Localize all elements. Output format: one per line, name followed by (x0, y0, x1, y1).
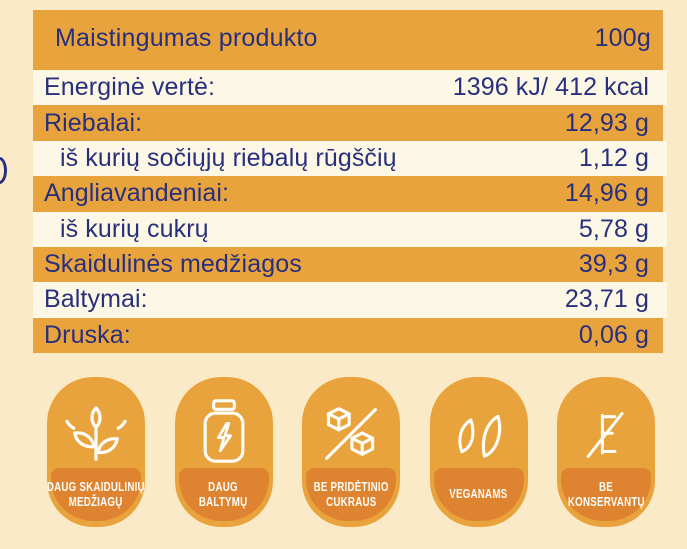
badge-label-line: DAUG (208, 479, 239, 494)
nutrition-rows: Energinė vertė: 1396 kJ/ 412 kcal Riebal… (33, 70, 667, 353)
row-value: 12,93 g (564, 108, 649, 137)
edge-glyph-fragment (0, 157, 7, 184)
table-row: iš kurių sočiųjų riebalų rūgščių 1,12 g (33, 140, 667, 177)
table-row: Angliavandeniai: 14,96 g (33, 176, 663, 211)
protein-jar-icon (175, 377, 273, 468)
row-value: 39,3 g (578, 250, 649, 279)
badge-label: DAUG SKAIDULINIŲ MEDŽIAGŲ (47, 468, 145, 521)
badge-label-line: BE (598, 479, 614, 494)
badge-label-line: VEGANAMS (449, 487, 508, 501)
vegan-leaves-icon (430, 377, 528, 468)
badge: VEGANAMS (429, 377, 528, 527)
row-value: 0,06 g (578, 320, 649, 349)
badge-label: BE PRIDĖTINIO CUKRAUS (306, 468, 396, 521)
row-label: Druska: (44, 320, 131, 349)
no-sugar-cubes-icon (302, 377, 400, 468)
badges-row: DAUG SKAIDULINIŲ MEDŽIAGŲ DAUG BALTYMŲ BE … (47, 377, 655, 527)
table-row: Skaidulinės medžiagos 39,3 g (33, 247, 663, 282)
table-row: iš kurių cukrų 5,78 g (33, 211, 667, 247)
row-value: 1,12 g (578, 143, 649, 172)
row-value: 1396 kJ/ 412 kcal (452, 73, 649, 102)
no-e-preservatives-icon (557, 377, 655, 468)
nutrition-panel: Maistingumas produkto 100g Energinė vert… (33, 10, 667, 353)
badge-label-line: BALTYMŲ (199, 494, 248, 509)
nutrition-header: Maistingumas produkto 100g (33, 10, 663, 70)
badge-label-line: BE PRIDĖTINIO (313, 479, 389, 494)
header-title: Maistingumas produkto (55, 23, 318, 52)
row-value: 5,78 g (578, 214, 649, 243)
badge: DAUG BALTYMŲ (174, 377, 273, 527)
row-label: Riebalai: (44, 108, 143, 137)
row-label: Baltymai: (44, 285, 148, 314)
badge-label-line: MEDŽIAGŲ (69, 494, 123, 509)
row-value: 23,71 g (564, 285, 649, 314)
row-label: Energinė vertė: (44, 73, 216, 102)
badge-label-line: CUKRAUS (325, 494, 377, 509)
header-amount: 100g (594, 23, 651, 52)
badge-label-line: DAUG SKAIDULINIŲ (47, 479, 146, 494)
row-label: Angliavandeniai: (44, 179, 230, 208)
table-row: Baltymai: 23,71 g (33, 282, 667, 318)
table-row: Druska: 0,06 g (33, 318, 663, 353)
badge-label-line: KONSERVANTŲ (567, 494, 645, 509)
badge: BE KONSERVANTŲ (557, 377, 655, 527)
row-label: iš kurių cukrų (60, 214, 209, 243)
table-row: Riebalai: 12,93 g (33, 105, 663, 140)
row-label: Skaidulinės medžiagos (44, 250, 302, 279)
badge: BE PRIDĖTINIO CUKRAUS (302, 377, 400, 527)
row-label: iš kurių sočiųjų riebalų rūgščių (60, 143, 397, 172)
badge-label: DAUG BALTYMŲ (178, 468, 269, 521)
badge-label: VEGANAMS (433, 468, 524, 521)
plant-fiber-icon (47, 377, 145, 468)
table-row: Energinė vertė: 1396 kJ/ 412 kcal (33, 70, 667, 106)
badge-label: BE KONSERVANTŲ (561, 468, 651, 521)
row-value: 14,96 g (564, 179, 649, 208)
badge: DAUG SKAIDULINIŲ MEDŽIAGŲ (47, 377, 145, 527)
